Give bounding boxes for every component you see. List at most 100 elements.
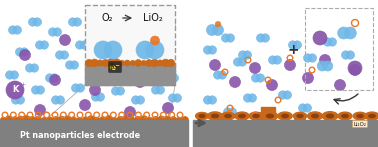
Circle shape xyxy=(176,117,182,123)
Circle shape xyxy=(285,60,296,71)
Circle shape xyxy=(317,61,327,71)
Circle shape xyxy=(125,74,134,82)
Circle shape xyxy=(135,116,142,124)
Circle shape xyxy=(249,62,260,74)
Ellipse shape xyxy=(199,115,205,117)
Circle shape xyxy=(238,58,246,66)
Circle shape xyxy=(51,96,60,104)
Circle shape xyxy=(304,54,312,62)
Circle shape xyxy=(124,60,130,66)
Circle shape xyxy=(16,96,25,104)
Circle shape xyxy=(155,41,164,49)
Circle shape xyxy=(234,58,242,66)
Bar xyxy=(85,63,175,85)
Circle shape xyxy=(261,34,270,42)
Circle shape xyxy=(50,74,59,82)
Circle shape xyxy=(90,85,101,96)
Circle shape xyxy=(266,111,274,119)
Circle shape xyxy=(288,41,297,49)
Circle shape xyxy=(28,18,37,26)
Circle shape xyxy=(48,28,57,36)
Circle shape xyxy=(169,94,177,102)
Text: Pt nanoparticles electrode: Pt nanoparticles electrode xyxy=(20,132,140,141)
Circle shape xyxy=(88,26,97,34)
Ellipse shape xyxy=(327,114,333,118)
Bar xyxy=(193,120,378,147)
Ellipse shape xyxy=(235,112,249,120)
Text: e⁻: e⁻ xyxy=(110,62,121,71)
Circle shape xyxy=(150,64,158,72)
Circle shape xyxy=(76,41,84,49)
Circle shape xyxy=(53,28,62,36)
Circle shape xyxy=(308,54,316,62)
Circle shape xyxy=(350,65,361,76)
Circle shape xyxy=(34,105,45,116)
Circle shape xyxy=(99,117,106,123)
Circle shape xyxy=(91,59,98,67)
Circle shape xyxy=(104,41,122,59)
Circle shape xyxy=(77,117,82,123)
Circle shape xyxy=(251,74,260,82)
Circle shape xyxy=(132,96,140,104)
Circle shape xyxy=(248,94,257,102)
Circle shape xyxy=(58,116,65,124)
Circle shape xyxy=(328,38,336,46)
Circle shape xyxy=(146,64,154,72)
Circle shape xyxy=(203,46,212,54)
Circle shape xyxy=(262,111,270,119)
Circle shape xyxy=(152,86,160,94)
Circle shape xyxy=(346,51,355,59)
Circle shape xyxy=(335,80,345,91)
Circle shape xyxy=(11,96,20,104)
Circle shape xyxy=(135,51,144,59)
Circle shape xyxy=(73,18,82,26)
Circle shape xyxy=(243,51,251,59)
Circle shape xyxy=(344,27,356,39)
Circle shape xyxy=(302,72,313,83)
Circle shape xyxy=(164,20,175,30)
Ellipse shape xyxy=(262,112,278,120)
Circle shape xyxy=(303,104,311,112)
Circle shape xyxy=(257,112,268,123)
Circle shape xyxy=(139,116,148,124)
Circle shape xyxy=(117,116,124,124)
Circle shape xyxy=(160,41,169,49)
Circle shape xyxy=(141,60,146,66)
Circle shape xyxy=(31,86,40,94)
Circle shape xyxy=(136,96,144,104)
Circle shape xyxy=(112,59,121,67)
Circle shape xyxy=(147,117,153,123)
Circle shape xyxy=(146,41,164,59)
Circle shape xyxy=(209,60,220,71)
Text: LiO₂: LiO₂ xyxy=(143,13,163,23)
Circle shape xyxy=(5,116,13,124)
Ellipse shape xyxy=(253,115,259,118)
Text: O₂: O₂ xyxy=(101,13,113,23)
Circle shape xyxy=(52,117,59,123)
Circle shape xyxy=(102,60,109,67)
Circle shape xyxy=(107,59,115,67)
Text: +: + xyxy=(287,43,299,57)
Circle shape xyxy=(65,61,74,69)
Circle shape xyxy=(124,106,135,117)
Circle shape xyxy=(162,59,169,67)
Circle shape xyxy=(119,60,125,66)
Ellipse shape xyxy=(353,112,367,120)
Text: Li₂O₂: Li₂O₂ xyxy=(353,122,367,127)
Circle shape xyxy=(222,34,230,42)
Circle shape xyxy=(13,26,22,34)
Circle shape xyxy=(80,41,88,49)
Circle shape xyxy=(167,59,175,67)
Circle shape xyxy=(130,74,138,82)
Circle shape xyxy=(20,48,28,56)
Ellipse shape xyxy=(297,115,303,117)
Circle shape xyxy=(156,86,164,94)
Circle shape xyxy=(164,116,171,124)
Circle shape xyxy=(36,41,44,49)
Circle shape xyxy=(170,117,177,123)
Text: K: K xyxy=(12,86,18,95)
Circle shape xyxy=(79,100,90,111)
Circle shape xyxy=(208,96,217,104)
Circle shape xyxy=(17,116,25,124)
Circle shape xyxy=(283,91,291,99)
